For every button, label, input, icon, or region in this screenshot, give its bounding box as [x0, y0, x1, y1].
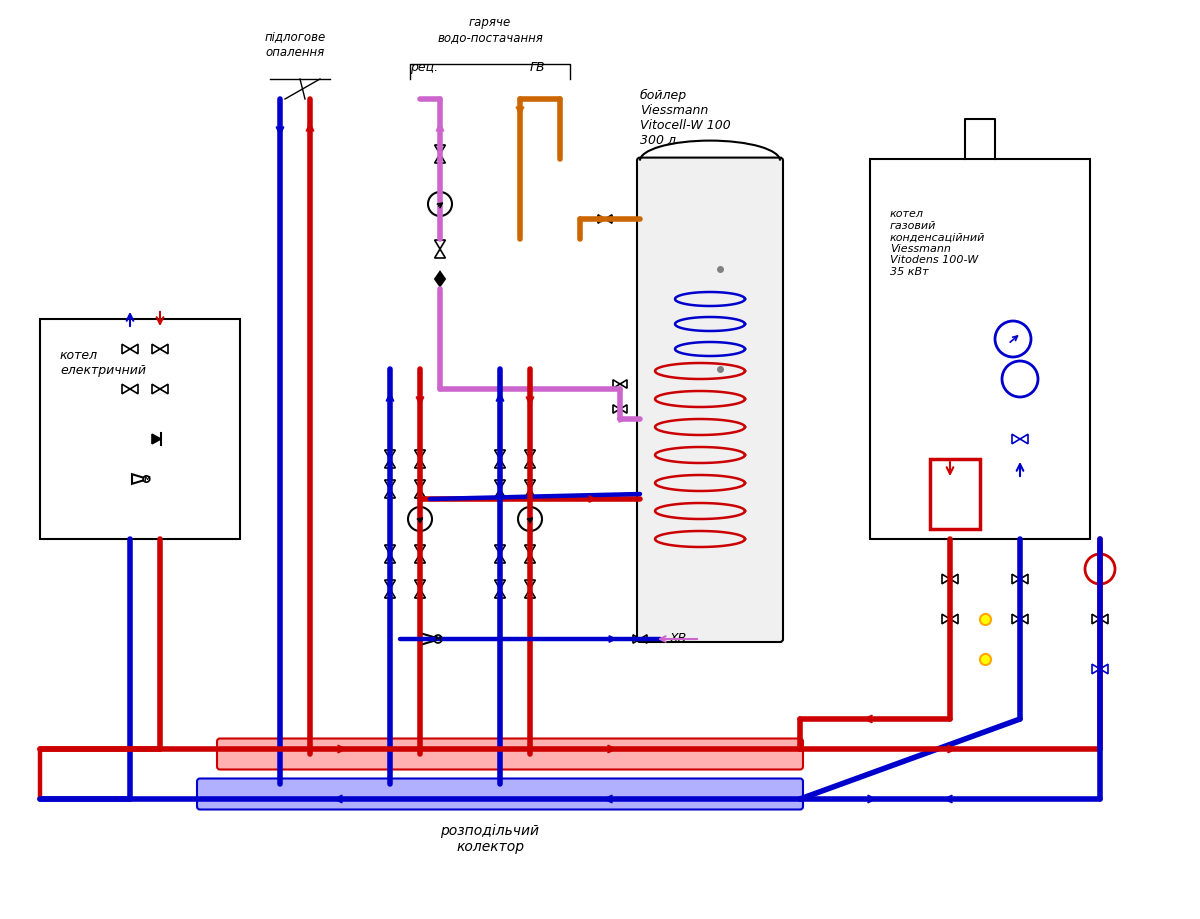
Polygon shape	[524, 480, 535, 489]
Bar	[930, 459, 980, 529]
Text: ГВ: ГВ	[530, 61, 546, 74]
Polygon shape	[152, 434, 161, 444]
FancyBboxPatch shape	[197, 778, 803, 810]
Polygon shape	[524, 554, 535, 563]
Polygon shape	[494, 589, 505, 598]
Circle shape	[143, 476, 150, 482]
Polygon shape	[494, 450, 505, 459]
Polygon shape	[494, 459, 505, 468]
Text: M: M	[143, 476, 150, 482]
Polygon shape	[436, 272, 445, 286]
Text: M: M	[434, 636, 442, 642]
Circle shape	[408, 507, 432, 531]
Text: котел
електричний: котел електричний	[60, 349, 146, 377]
Polygon shape	[434, 249, 445, 258]
Bar	[870, 159, 1090, 539]
Circle shape	[428, 192, 452, 216]
Polygon shape	[494, 554, 505, 563]
Polygon shape	[415, 589, 425, 598]
Polygon shape	[494, 480, 505, 489]
Circle shape	[518, 507, 542, 531]
Polygon shape	[524, 580, 535, 589]
Bar	[40, 319, 240, 539]
Polygon shape	[385, 589, 396, 598]
Circle shape	[1002, 361, 1038, 397]
Text: рец.: рец.	[410, 61, 438, 74]
Polygon shape	[385, 459, 396, 468]
Text: котел
газовий
конденсаційний
Viessmann
Vitodens 100-W
35 кВт: котел газовий конденсаційний Viessmann V…	[890, 209, 985, 277]
Circle shape	[995, 321, 1031, 357]
Polygon shape	[385, 554, 396, 563]
Text: розподільчий
колектор: розподільчий колектор	[440, 824, 540, 854]
Polygon shape	[434, 154, 445, 163]
Polygon shape	[415, 554, 425, 563]
Polygon shape	[415, 459, 425, 468]
Text: ХВ: ХВ	[670, 632, 688, 645]
Polygon shape	[385, 545, 396, 554]
Polygon shape	[415, 480, 425, 489]
Circle shape	[434, 635, 442, 643]
Polygon shape	[524, 450, 535, 459]
Circle shape	[1085, 554, 1115, 584]
Polygon shape	[434, 145, 445, 154]
Polygon shape	[385, 480, 396, 489]
Polygon shape	[524, 459, 535, 468]
Text: бойлер
Viessmann
Vitocell-W 100
300 л: бойлер Viessmann Vitocell-W 100 300 л	[640, 89, 731, 147]
FancyBboxPatch shape	[217, 739, 803, 769]
Polygon shape	[434, 240, 445, 249]
Polygon shape	[494, 545, 505, 554]
Polygon shape	[385, 450, 396, 459]
Polygon shape	[385, 580, 396, 589]
Polygon shape	[494, 489, 505, 498]
Polygon shape	[494, 580, 505, 589]
Polygon shape	[415, 450, 425, 459]
Polygon shape	[524, 589, 535, 598]
Polygon shape	[524, 545, 535, 554]
Text: гаряче
водо-постачання: гаряче водо-постачання	[437, 16, 542, 44]
Polygon shape	[385, 489, 396, 498]
Polygon shape	[415, 580, 425, 589]
Polygon shape	[415, 545, 425, 554]
Text: підлогове
опалення: підлогове опалення	[264, 31, 325, 59]
FancyBboxPatch shape	[637, 157, 784, 642]
Polygon shape	[415, 489, 425, 498]
Polygon shape	[524, 489, 535, 498]
